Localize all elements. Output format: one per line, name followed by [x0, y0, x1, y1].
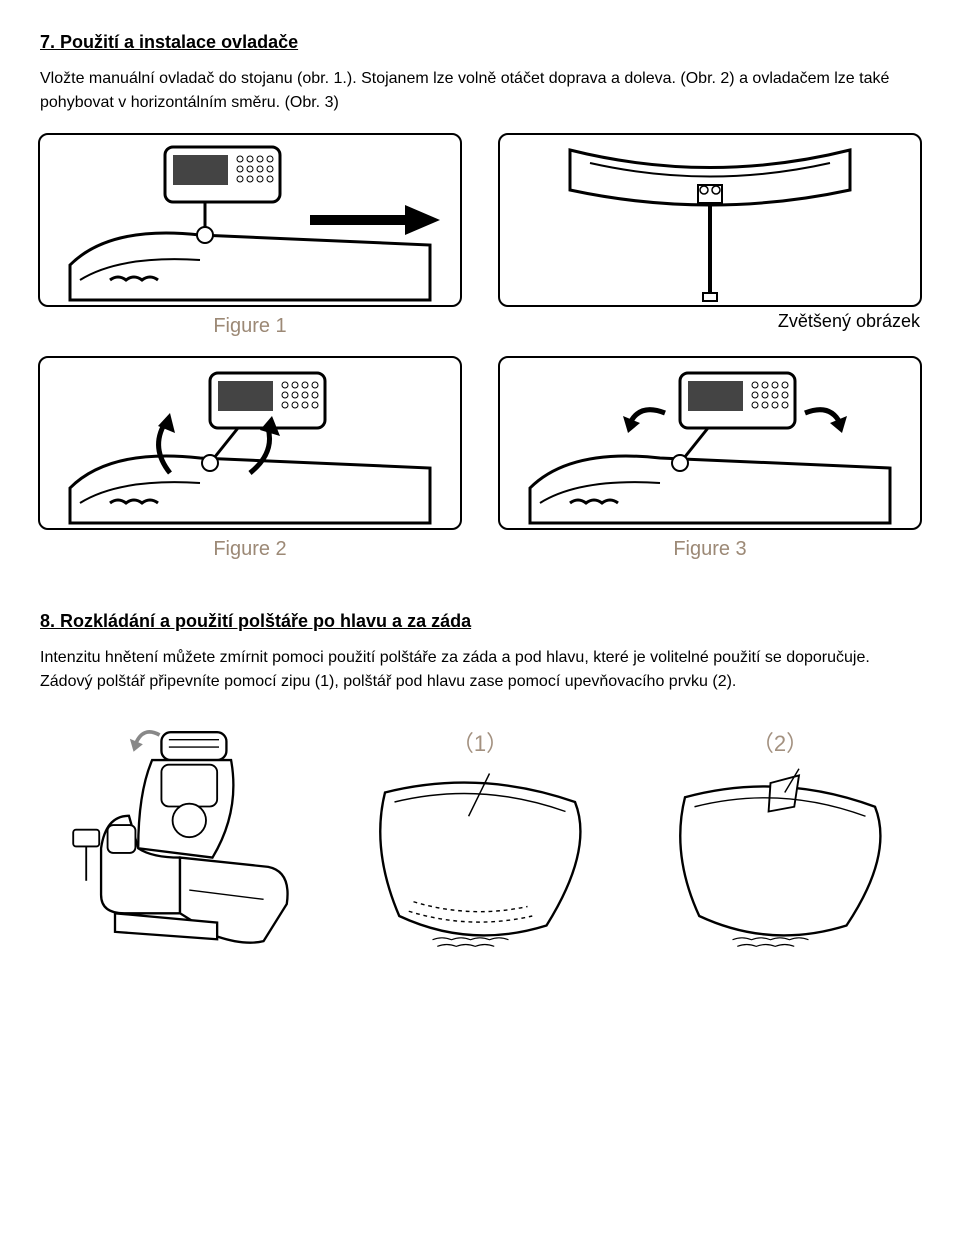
figure-3-caption: Figure 3: [673, 538, 746, 561]
figure-enlarged-cell: Zvětšený obrázek: [500, 133, 920, 332]
pillow-2-label: （2）: [752, 726, 808, 758]
pillow-1-figure: （1）: [340, 726, 620, 954]
figure-1-caption: Figure 1: [213, 315, 286, 338]
chair-figure: [40, 724, 320, 954]
figure-1-box: [38, 133, 462, 307]
section-7-heading: 7. Použití a instalace ovladače: [40, 32, 920, 53]
figure-row-1: Figure 1 Zvětšený obrázek: [40, 133, 920, 338]
enlarged-label: Zvětšený obrázek: [778, 311, 920, 331]
figure-row-2: Figure 2: [40, 356, 920, 561]
section-7-paragraph: Vložte manuální ovladač do stojanu (obr.…: [40, 67, 920, 115]
section-8-heading: 8. Rozkládání a použití polštáře po hlav…: [40, 611, 920, 632]
figure-2-caption: Figure 2: [213, 538, 286, 561]
figure-2-box: [38, 356, 462, 530]
section-8-figures: （1） （2）: [40, 724, 920, 954]
figure-3-box: [498, 356, 922, 530]
pillow-1-label: （1）: [452, 726, 508, 758]
section-8-paragraph: Intenzitu hnětení můžete zmírnit pomoci …: [40, 646, 920, 694]
figure-1-cell: Figure 1: [40, 133, 460, 338]
figure-3-cell: Figure 3: [500, 356, 920, 561]
figure-enlarged-box: [498, 133, 922, 307]
figure-2-cell: Figure 2: [40, 356, 460, 561]
pillow-2-figure: （2）: [640, 726, 920, 954]
